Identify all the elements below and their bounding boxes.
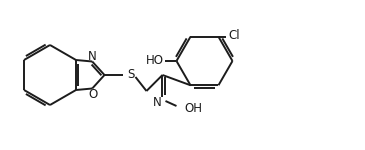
Text: OH: OH [184, 102, 203, 114]
Text: O: O [89, 87, 98, 100]
Text: S: S [127, 69, 134, 81]
Text: N: N [153, 96, 162, 110]
Text: N: N [88, 50, 97, 63]
Text: Cl: Cl [228, 29, 240, 42]
Text: HO: HO [146, 54, 164, 66]
